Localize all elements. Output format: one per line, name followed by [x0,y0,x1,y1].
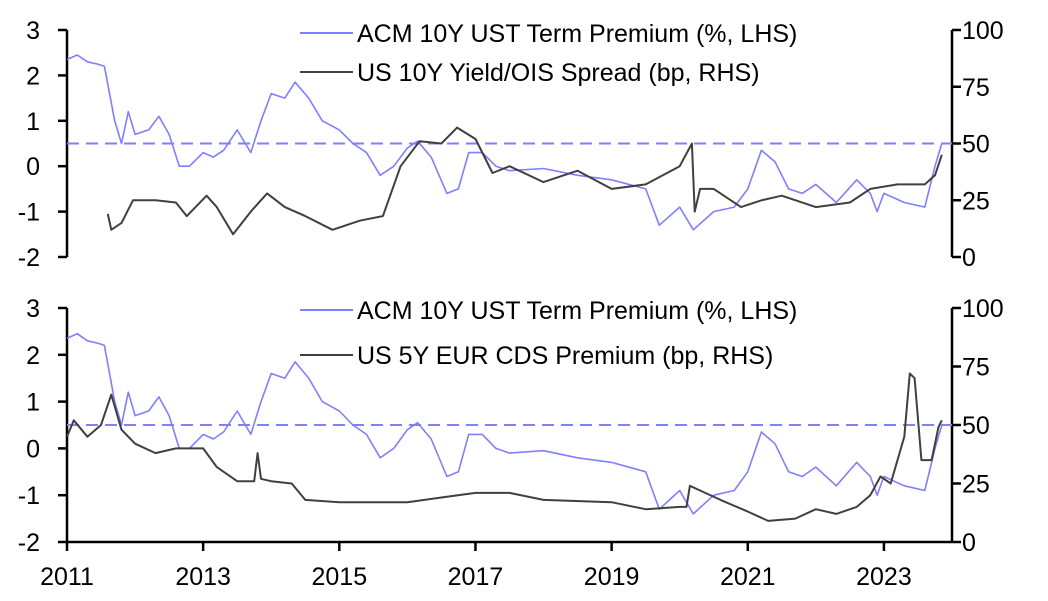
series-line-acm-10y-ust-term-premium-lhs [66,54,943,231]
series-line-us-5y-eur-cds-premium-bp-rhs [66,372,943,522]
panel-bottom: 3 2 1 0 -1 -2 100 75 50 25 0 2011 2013 2015 2017 2019 20… [18,295,1004,591]
right-tick-label: 0 [962,244,976,272]
right-tick-label: 25 [962,187,990,215]
panel-top: 3 2 1 0 -1 -2 100 75 50 25 0 [18,17,1004,272]
legend-top: ACM 10Y UST Term Premium (%, LHS) US 10Y… [300,20,797,87]
right-tick-label: 75 [962,354,990,382]
x-tick-label: 2017 [448,563,504,591]
x-tick-label: 2013 [175,563,231,591]
legend-label-cds: US 5Y EUR CDS Premium (bp, RHS) [357,342,773,370]
x-tick-label: 2015 [311,563,367,591]
left-tick-label: 2 [26,342,40,370]
left-tick-label: 0 [26,153,40,181]
x-tick-label: 2021 [720,563,776,591]
left-tick-label: -1 [18,199,40,227]
right-tick-label: 100 [962,17,1004,45]
left-tick-label: 3 [26,295,40,323]
series-line-us-10y-yield-ois-spread-bp-rhs [106,126,943,236]
series-line-acm-10y-ust-term-premium-lhs [66,332,943,515]
left-tick-label: 3 [26,17,40,45]
right-tick-label: 0 [962,529,976,557]
right-tick-label: 25 [962,471,990,499]
legend-label-term-premium: ACM 10Y UST Term Premium (%, LHS) [357,20,797,48]
legend-label-term-premium: ACM 10Y UST Term Premium (%, LHS) [357,297,797,325]
x-tick-label: 2019 [584,563,640,591]
legend-label-yield-ois: US 10Y Yield/OIS Spread (bp, RHS) [357,59,760,87]
x-tick-label: 2011 [40,563,94,591]
left-tick-label: -2 [18,244,40,272]
left-tick-label: -2 [18,529,40,557]
right-tick-label: 50 [962,131,990,159]
right-tick-label: 100 [962,295,1004,323]
x-tick-label: 2023 [856,563,912,591]
left-tick-label: 2 [26,62,40,90]
left-tick-label: -1 [18,482,40,510]
left-tick-label: 1 [26,389,40,417]
right-tick-label: 50 [962,412,990,440]
left-tick-label: 0 [26,435,40,463]
legend-bottom: ACM 10Y UST Term Premium (%, LHS) US 5Y … [300,297,797,370]
left-tick-label: 1 [26,108,40,136]
right-tick-label: 75 [962,74,990,102]
